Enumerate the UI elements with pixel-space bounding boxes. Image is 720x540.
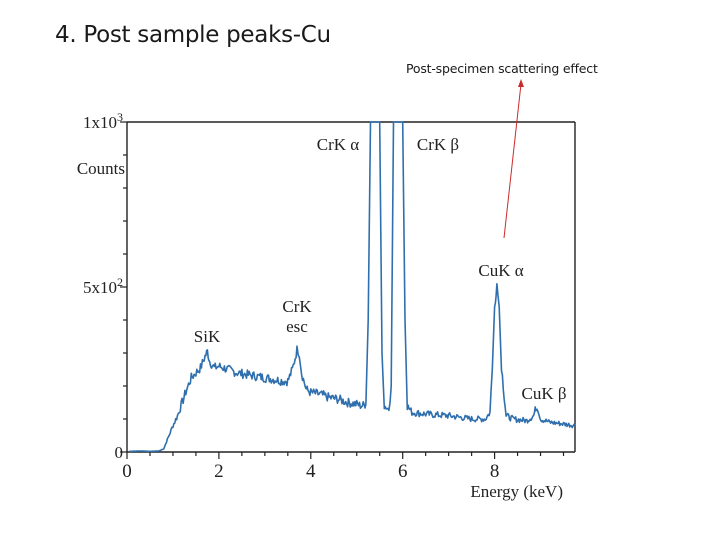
x-tick-label: 0 <box>122 461 132 482</box>
y-tick-label: 1x103 <box>83 110 123 132</box>
peak-label-crk-esc-line2: esc <box>286 317 308 336</box>
spectrum-line <box>129 121 576 453</box>
peak-label-crk-beta: CrK β <box>417 135 459 154</box>
x-tick-label: 4 <box>306 461 316 482</box>
scattering-annotation: Post-specimen scattering effect <box>406 61 598 76</box>
y-tick-label: 5x102 <box>83 275 123 297</box>
peak-label-cuk-alpha: CuK α <box>478 261 523 280</box>
slide-title: 4. Post sample peaks-Cu <box>55 22 331 48</box>
x-tick-label: 6 <box>398 461 408 482</box>
annotation-arrowhead-icon <box>518 79 524 87</box>
y-tick-label: 0 <box>115 443 124 462</box>
peak-label-crk-alpha: CrK α <box>317 135 360 154</box>
peak-label-crk-esc: CrK <box>282 297 312 316</box>
peak-label-sik: SiK <box>194 327 221 346</box>
x-tick-label: 8 <box>490 461 500 482</box>
x-tick-label: 2 <box>214 461 224 482</box>
annotation-arrow-line <box>503 83 522 239</box>
peak-label-cuk-beta: CuK β <box>521 384 566 403</box>
y-axis-label: Counts <box>77 159 125 178</box>
x-axis-label: Energy (keV) <box>470 482 563 501</box>
